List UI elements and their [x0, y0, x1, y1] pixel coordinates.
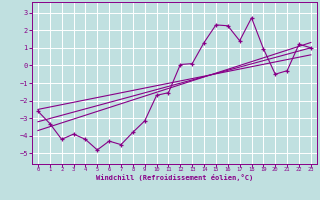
X-axis label: Windchill (Refroidissement éolien,°C): Windchill (Refroidissement éolien,°C): [96, 174, 253, 181]
